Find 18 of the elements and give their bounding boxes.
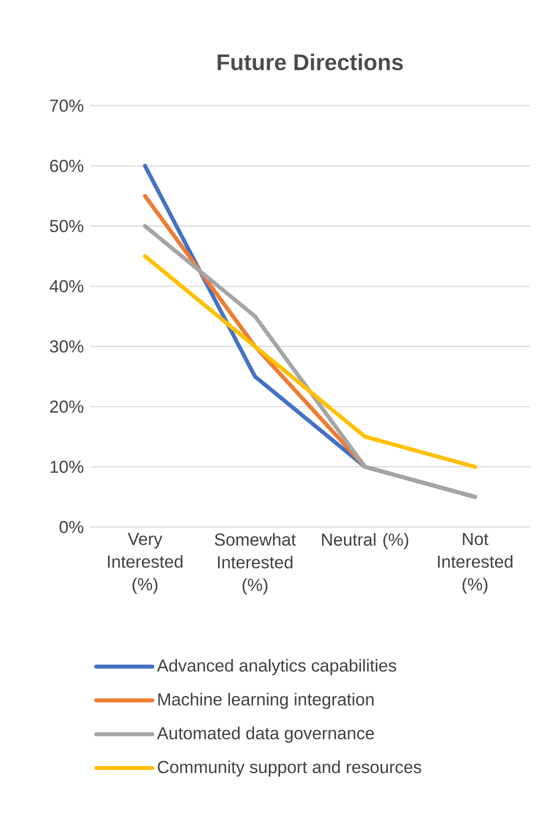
y-tick-label: 0% — [60, 520, 84, 534]
y-tick-label: 60% — [50, 160, 84, 172]
y-tick-label: 50% — [50, 220, 84, 232]
legend-label: Advanced analytics capabilities — [156, 658, 396, 676]
x-tick-label: Neutral (%) — [322, 533, 408, 550]
y-tick-label: 20% — [50, 400, 84, 413]
y-tick-label: 10% — [50, 460, 84, 473]
y-tick-label: 40% — [50, 280, 84, 292]
y-tick-label: 30% — [50, 340, 84, 353]
line-series — [143, 254, 477, 469]
x-tick-label: Very Interested (%) — [108, 533, 182, 594]
legend-label: Automated data governance — [156, 726, 374, 743]
x-tick-label: Not Interested (%) — [438, 533, 512, 594]
y-tick-label: 70% — [50, 100, 84, 112]
legend-label: Machine learning integration — [158, 692, 374, 709]
legend-label: Community support and resources — [158, 760, 422, 777]
chart-title: Future Directions — [218, 54, 403, 70]
x-tick-label: Somewhat Interested (%) — [214, 533, 296, 595]
